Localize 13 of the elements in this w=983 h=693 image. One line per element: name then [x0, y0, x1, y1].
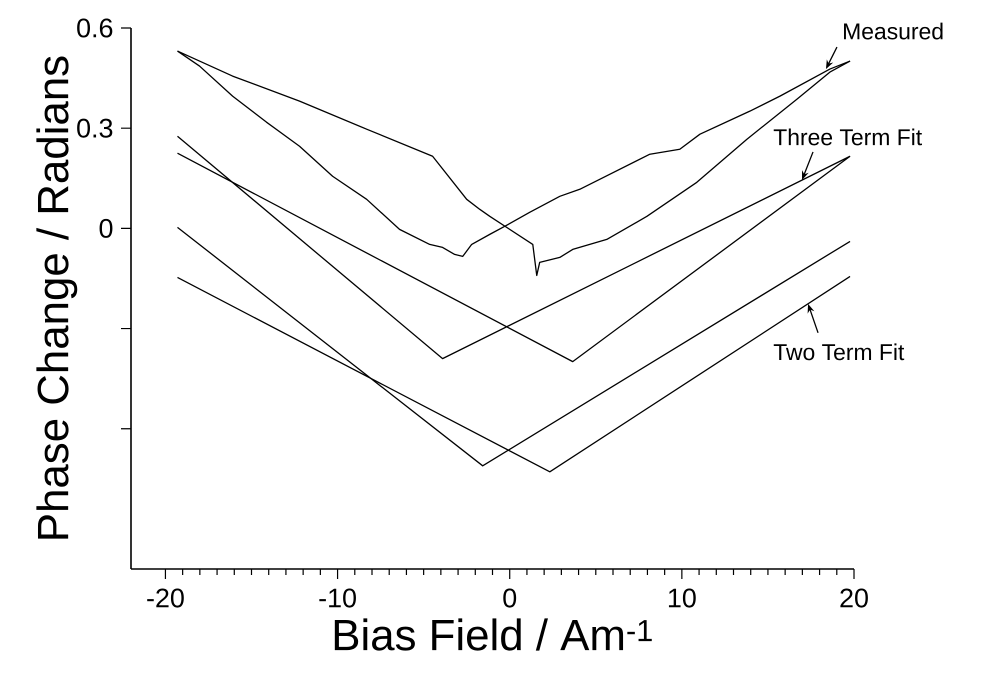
y-tick-label: 0.6 [77, 18, 112, 38]
x-axis-title: Bias Field / Am$^{-1}$ [334, 618, 652, 651]
x-tick-label: 10 [668, 588, 696, 608]
x-tick-label: 0 [503, 588, 516, 608]
y-tick-label: 0 [100, 218, 112, 238]
annotation: Three Term Fit [774, 128, 922, 146]
y-axis-title: Phase Change / Radians [36, 56, 78, 539]
x-tick-label: 20 [840, 588, 868, 608]
annotation: Two Term Fit [774, 343, 904, 360]
annotation: Measured [844, 22, 943, 40]
y-tick-label: 0.3 [77, 118, 112, 138]
x-tick-label: -10 [319, 588, 356, 608]
x-tick-label: -20 [147, 588, 184, 608]
